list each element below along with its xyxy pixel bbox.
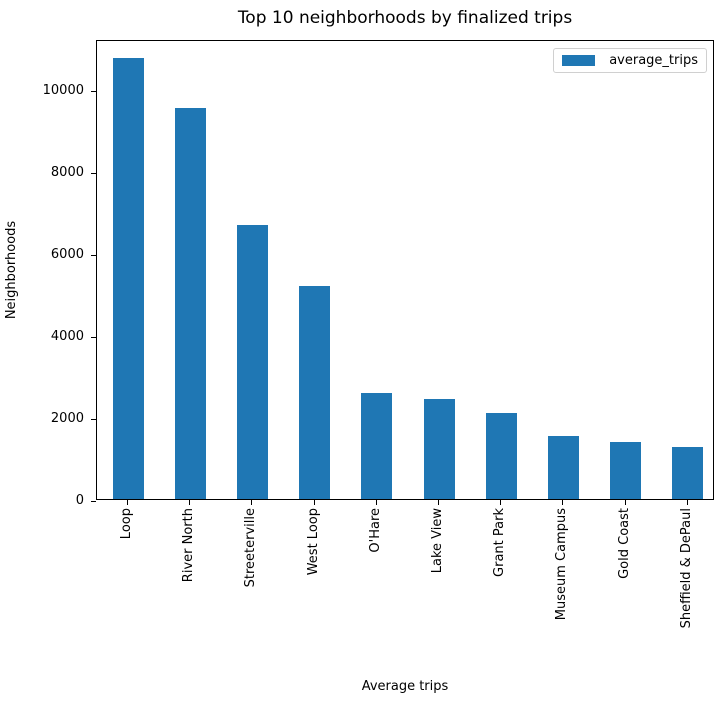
y-tick-label: 8000 — [50, 164, 84, 180]
bar — [174, 107, 206, 499]
bar — [485, 413, 517, 499]
bar — [299, 286, 331, 499]
x-tick-mark — [500, 500, 502, 505]
x-tick-mark — [189, 500, 191, 505]
x-tick-label: Gold Coast — [616, 508, 632, 579]
x-tick-label: Sheffield & DePaul — [678, 508, 694, 629]
bar — [112, 58, 144, 499]
x-tick-label: River North — [181, 508, 197, 583]
y-tick-mark — [91, 418, 96, 420]
chart-title: Top 10 neighborhoods by finalized trips — [237, 8, 573, 28]
legend: average_trips — [553, 48, 707, 73]
x-tick-mark — [251, 500, 253, 505]
x-axis-label: Average trips — [361, 679, 449, 694]
x-tick-label: Museum Campus — [554, 508, 570, 621]
y-tick-mark — [91, 336, 96, 338]
x-tick-mark — [127, 500, 128, 505]
x-tick-label: Grant Park — [492, 508, 508, 577]
y-tick-label: 2000 — [50, 410, 84, 426]
y-tick-label: 0 — [75, 492, 84, 508]
x-tick-mark — [313, 500, 315, 505]
bar — [361, 393, 393, 499]
x-tick-label: Loop — [119, 508, 134, 540]
x-tick-label: Streeterville — [243, 508, 259, 588]
bar — [423, 398, 455, 499]
legend-label: average_trips — [609, 53, 698, 68]
x-tick-label: West Loop — [305, 508, 321, 576]
y-tick-label: 10000 — [42, 83, 84, 98]
bar — [610, 442, 642, 499]
y-tick-mark — [91, 500, 96, 502]
x-tick-mark — [686, 500, 688, 505]
x-tick-mark — [624, 500, 626, 505]
x-tick-mark — [438, 500, 439, 505]
y-tick-mark — [91, 172, 96, 174]
bar — [672, 447, 704, 499]
bar — [547, 435, 579, 499]
legend-swatch — [562, 55, 596, 66]
plot-area — [96, 40, 714, 500]
y-tick-label: 6000 — [50, 246, 84, 262]
y-tick-label: 4000 — [50, 328, 84, 344]
x-tick-label: O'Hare — [367, 508, 383, 553]
x-tick-label: Lake View — [430, 508, 445, 574]
y-axis-label: Neighborhoods — [4, 220, 19, 320]
bar — [236, 224, 268, 499]
y-tick-mark — [91, 254, 96, 256]
x-tick-mark — [375, 500, 377, 505]
y-tick-mark — [91, 91, 96, 92]
x-tick-mark — [562, 500, 564, 505]
